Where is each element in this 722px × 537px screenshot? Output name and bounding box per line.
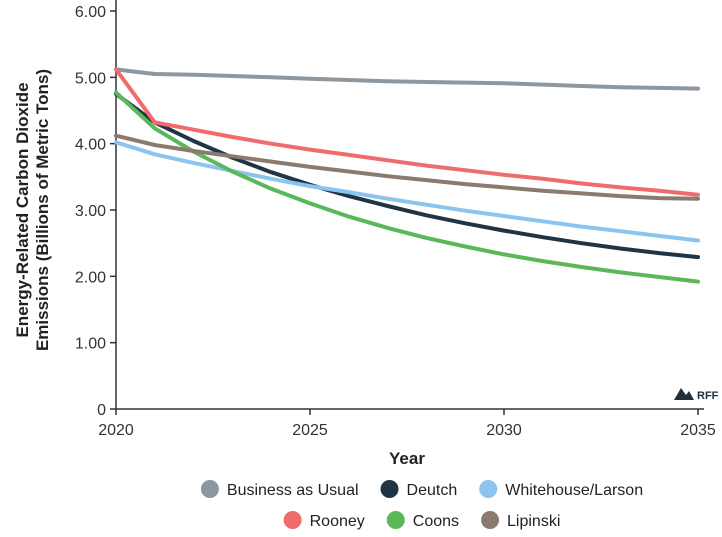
x-tick-label: 2020	[98, 422, 134, 439]
series-line-coons	[114, 90, 700, 284]
legend-swatch-whitehouse-larson	[479, 480, 498, 498]
y-tick-label: 0	[97, 402, 106, 419]
legend-label-business-as-usual: Business as Usual	[227, 482, 359, 499]
y-tick-label: 2.00	[75, 269, 106, 286]
y-axis-title-line: Energy-Related Carbon Dioxide	[13, 82, 32, 337]
y-tick-label: 1.00	[75, 336, 106, 353]
x-tick-label: 2030	[486, 422, 522, 439]
legend: Business as Usual Deutch Whitehouse/Larson…	[200, 480, 643, 530]
y-tick-label: 5.00	[75, 70, 106, 87]
legend-item-lipinski: Lipinski	[481, 511, 560, 530]
legend-item-rooney: Rooney	[283, 511, 365, 530]
legend-swatch-coons	[386, 511, 405, 529]
series-line-business-as-usual	[114, 67, 700, 91]
legend-label-rooney: Rooney	[310, 513, 365, 530]
series-line-deutch	[114, 91, 700, 260]
legend-swatch-deutch	[380, 480, 399, 498]
y-axis-title-line: Emissions (Billions of Metric Tons)	[33, 69, 52, 351]
legend-item-coons: Coons	[386, 511, 459, 530]
legend-label-deutch: Deutch	[407, 482, 458, 499]
rff-mountain-icon	[674, 388, 694, 400]
y-axis-title: Energy-Related Carbon DioxideEmissions (…	[13, 69, 52, 351]
x-tick-label: 2035	[680, 422, 716, 439]
x-axis: 2020 2025 2030 2035	[98, 408, 716, 439]
legend-item-business-as-usual: Business as Usual	[200, 480, 359, 499]
series-line-lipinski	[114, 133, 700, 201]
legend-swatch-rooney	[283, 511, 302, 529]
y-tick-label: 6.00	[75, 4, 106, 21]
y-axis: 0 1.00 2.00 3.00 4.00 5.00 6.00	[75, 0, 117, 419]
rff-logo-text: RFF	[697, 390, 719, 402]
legend-swatch-lipinski	[481, 511, 500, 529]
y-axis-title-text: Energy-Related Carbon DioxideEmissions (…	[13, 69, 52, 351]
legend-swatch-business-as-usual	[200, 480, 219, 498]
y-tick-label: 3.00	[75, 203, 106, 220]
y-tick-label: 4.00	[75, 137, 106, 154]
x-tick-label: 2025	[292, 422, 328, 439]
legend-label-coons: Coons	[413, 513, 459, 530]
legend-item-whitehouse-larson: Whitehouse/Larson	[479, 480, 643, 499]
legend-label-lipinski: Lipinski	[507, 513, 560, 530]
series-lines	[114, 67, 700, 284]
series-line-whitehouse-larson	[114, 140, 700, 243]
legend-item-deutch: Deutch	[380, 480, 458, 499]
rff-logo: RFF	[674, 388, 719, 402]
legend-label-whitehouse-larson: Whitehouse/Larson	[505, 482, 643, 499]
x-axis-title: Year	[389, 449, 425, 468]
series-line-rooney	[114, 67, 700, 197]
